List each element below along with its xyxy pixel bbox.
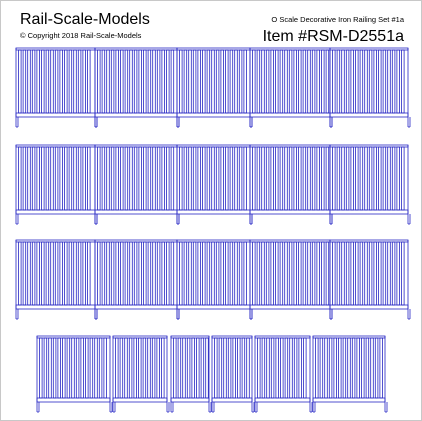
railings	[15, 47, 411, 413]
item-number: Item #RSM-D2551a	[263, 28, 404, 45]
brand: Rail-Scale-Models	[20, 11, 150, 28]
railing-section	[211, 335, 255, 413]
railing-section	[176, 239, 253, 320]
railing-section	[254, 335, 313, 413]
railing-section	[329, 239, 411, 320]
railing-section	[94, 47, 180, 128]
railing-section	[112, 335, 170, 413]
railing-section	[312, 335, 388, 413]
railing-section	[36, 335, 113, 413]
railing-section	[329, 47, 411, 128]
railing-section	[329, 144, 411, 225]
railing-section	[170, 335, 212, 413]
copyright: © Copyright 2018 Rail-Scale-Models	[20, 31, 142, 40]
product-name: O Scale Decorative Iron Railing Set #1a	[271, 15, 404, 24]
